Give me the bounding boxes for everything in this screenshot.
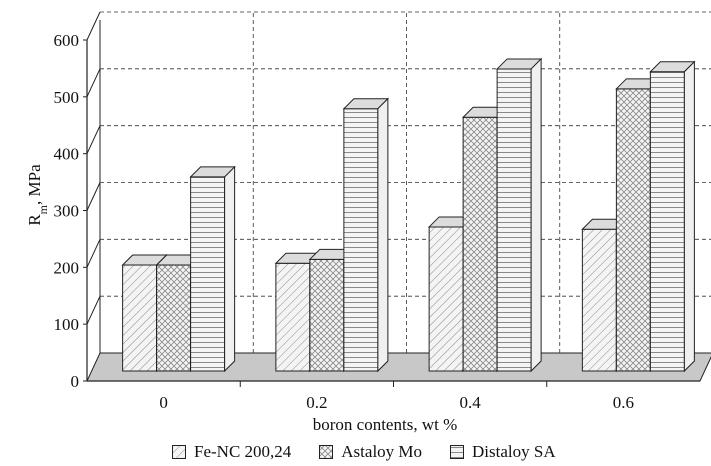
y-axis-title-unit: , MPa xyxy=(25,164,44,205)
y-tick-label: 300 xyxy=(54,202,80,221)
bar-front xyxy=(122,264,158,372)
bar-front xyxy=(581,228,617,372)
legend-swatch-crosshatch xyxy=(319,445,334,459)
bar-front xyxy=(496,68,532,372)
y-axis-title-main: R xyxy=(25,214,44,226)
legend-label: Astaloy Mo xyxy=(341,442,423,461)
x-tick-label: 0.2 xyxy=(306,393,327,412)
y-tick-labels: 0 100 200 300 400 500 600 xyxy=(54,31,87,391)
y-tick-label: 400 xyxy=(54,145,80,164)
gridlines xyxy=(86,11,711,353)
y-tick-label: 200 xyxy=(54,258,80,277)
bar xyxy=(189,165,236,373)
bar-front xyxy=(615,88,651,372)
bar-front xyxy=(275,262,311,372)
bar-front xyxy=(428,226,464,372)
y-tick-label: 0 xyxy=(71,372,80,391)
bar-front xyxy=(343,108,379,372)
legend-item-distaloy-sa: Distaloy SA xyxy=(450,442,556,462)
bars xyxy=(121,57,696,373)
legend-item-fe-nc: Fe-NC 200,24 xyxy=(172,442,291,462)
bar-front xyxy=(309,258,345,372)
gridline-connector xyxy=(86,11,101,41)
bar xyxy=(121,253,168,373)
gridline-connector xyxy=(86,295,101,325)
x-tick-label: 0.4 xyxy=(460,393,482,412)
gridline-connector xyxy=(86,182,101,211)
bar-chart: 0 100 200 300 400 500 600 0 0.2 0.4 0.6 boron con… xyxy=(25,11,711,434)
bar-side xyxy=(530,57,542,373)
legend: Fe-NC 200,24 Astaloy Mo Distaloy SA xyxy=(172,441,556,463)
legend-label: Fe-NC 200,24 xyxy=(194,442,292,461)
bar-front xyxy=(462,116,498,372)
y-tick-label: 500 xyxy=(54,88,80,107)
gridline-connector xyxy=(86,125,101,154)
gridline-connector xyxy=(86,68,101,98)
legend-label: Distaloy SA xyxy=(472,442,556,461)
bar-side xyxy=(224,165,236,373)
bar-side xyxy=(377,97,389,373)
y-axis-title: Rm, MPa xyxy=(25,164,50,226)
legend-swatch-diagonal xyxy=(172,445,186,459)
x-tick-label: 0.6 xyxy=(613,393,634,412)
x-axis-title: boron contents, wt % xyxy=(313,415,457,434)
bar xyxy=(649,60,696,373)
y-axis-title-subscript: m xyxy=(36,204,50,214)
x-tick-label: 0 xyxy=(159,393,168,412)
bar-front xyxy=(649,71,685,372)
legend-item-astaloy-mo: Astaloy Mo xyxy=(319,442,422,462)
y-tick-label: 100 xyxy=(54,315,80,334)
bar xyxy=(342,97,390,373)
y-tick-label: 600 xyxy=(54,31,80,50)
gridline-connector xyxy=(86,239,101,268)
bar-side xyxy=(683,60,695,373)
x-tick-labels: 0 0.2 0.4 0.6 xyxy=(159,381,634,412)
bar-front xyxy=(156,264,192,372)
bar xyxy=(495,57,543,373)
bar-front xyxy=(190,176,226,372)
legend-swatch-horizontal xyxy=(450,445,465,459)
